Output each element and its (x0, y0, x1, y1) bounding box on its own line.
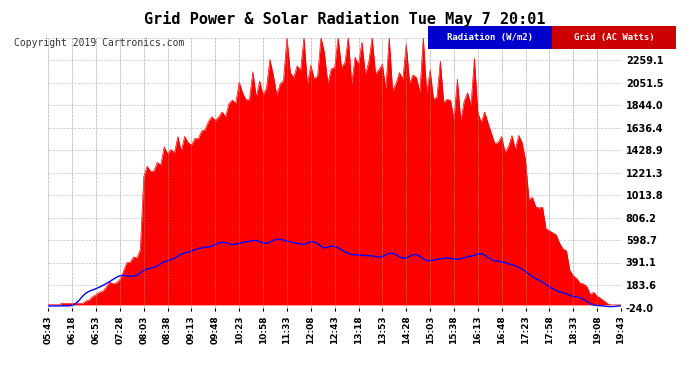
Text: Copyright 2019 Cartronics.com: Copyright 2019 Cartronics.com (14, 38, 184, 48)
Text: Grid (AC Watts): Grid (AC Watts) (574, 33, 654, 42)
Text: Radiation (W/m2): Radiation (W/m2) (447, 33, 533, 42)
Text: Grid Power & Solar Radiation Tue May 7 20:01: Grid Power & Solar Radiation Tue May 7 2… (144, 11, 546, 27)
